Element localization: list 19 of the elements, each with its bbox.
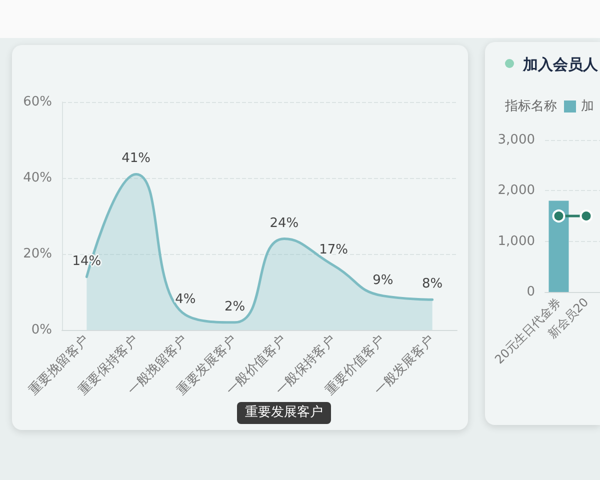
y-tick-label: 0 [526,284,535,300]
data-label: 4% [175,292,196,307]
y-tick-label: 3,000 [498,132,535,148]
data-label: 8% [422,276,443,292]
data-label: 2% [224,299,246,314]
data-label: 24% [270,216,299,231]
text: 重要发展客户 [237,402,331,424]
y-tick-label: 2,000 [498,183,535,198]
data-label: 17% [319,242,348,258]
data-label: 41% [122,151,151,166]
y-tick-label: 0% [31,322,52,338]
y-tick-label: 20% [23,246,52,262]
chart-title: 加入会员人 [522,56,599,74]
legend-label: 加 [581,99,594,114]
legend-title: 指标名称 [504,99,557,114]
y-tick-label: 60% [23,94,52,110]
data-label: 9% [372,272,394,288]
y-tick-label: 1,000 [498,234,535,249]
y-tick-label: 40% [23,170,52,186]
